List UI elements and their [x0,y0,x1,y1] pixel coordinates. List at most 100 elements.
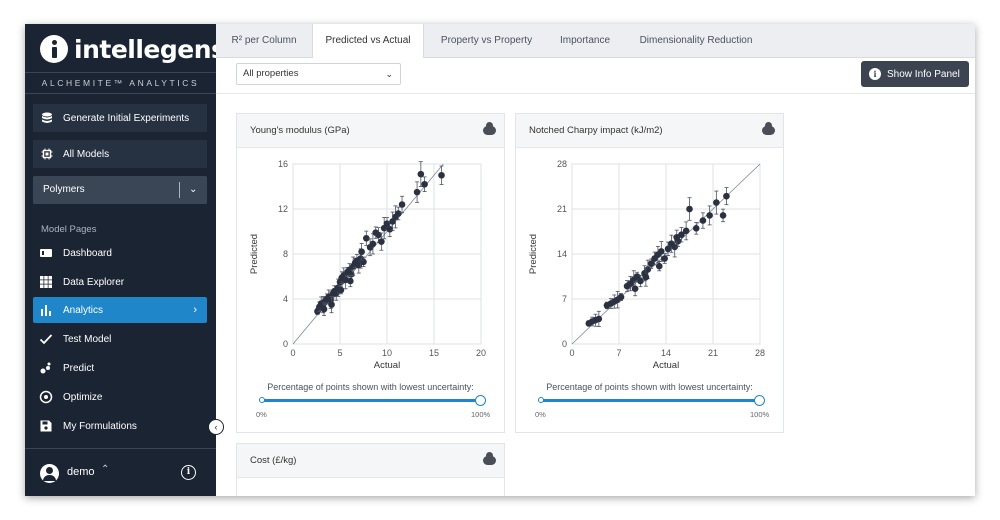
x-tick-label: 15 [429,348,439,358]
section-label-model-pages: Model Pages [41,224,97,235]
chevron-up-icon: ⌃ [101,464,110,475]
info-icon: i [869,68,881,80]
data-point [723,192,730,200]
check-icon [39,334,53,345]
y-tick-label: 28 [557,159,567,169]
slider-label: Percentage of points shown with lowest u… [267,382,474,392]
cloud-download-icon[interactable] [762,122,775,157]
user-menu[interactable]: demo ⌃ i [25,448,216,496]
x-tick-label: 21 [708,348,718,358]
show-info-panel-button[interactable]: i Show Info Panel [861,61,969,87]
y-tick-label: 21 [557,204,567,214]
uncertainty-slider-track[interactable] [541,399,760,402]
sidebar-item-predict[interactable]: Predict [33,355,207,381]
chip-icon [41,148,53,160]
data-point [699,217,707,224]
data-point [686,205,693,213]
x-axis-label: Actual [653,360,679,371]
all-models-label: All Models [63,148,110,160]
data-point [363,234,370,242]
sidebar-item-optimize[interactable]: Optimize [33,384,207,410]
data-point [664,245,672,253]
film-icon [40,249,52,257]
sidebar-item-data-explorer[interactable]: Data Explorer [33,269,207,295]
generate-initial-experiments-button[interactable]: Generate Initial Experiments [33,104,207,132]
x-tick-label: 20 [476,348,486,358]
y-axis-label: Predicted [528,234,539,274]
tab-r2-per-column[interactable]: R² per Column [216,24,312,58]
slider-max-label: 100% [471,410,491,419]
collapse-sidebar-button[interactable]: ‹ [208,419,224,435]
generate-initial-experiments-label: Generate Initial Experiments [63,112,190,124]
data-point [719,212,727,219]
data-point [633,273,641,280]
x-axis-label: Actual [374,360,400,371]
app-window: intellegens ALCHEMITE™ ANALYTICS Generat… [25,24,975,496]
x-tick-label: 14 [661,348,671,358]
card-header: Cost (£/kg) [237,444,504,487]
data-point [398,201,406,208]
data-point [658,248,665,255]
slider-max-label: 100% [750,410,770,419]
data-point [383,220,391,227]
dataset-select[interactable]: Polymers ⌄ [33,176,207,204]
data-point [369,240,377,248]
slider-max-handle[interactable] [754,395,765,406]
sidebar-item-analytics[interactable]: Analytics › [33,297,207,323]
tab-label: Property vs Property [440,35,533,46]
data-point [360,258,367,266]
card-title: Notched Charpy impact (kJ/m2) [529,125,663,136]
x-tick-label: 5 [337,348,342,358]
slider-max-handle[interactable] [475,395,486,406]
cloud-download-icon[interactable] [483,122,496,157]
data-point [320,305,328,313]
sidebar: intellegens ALCHEMITE™ ANALYTICS Generat… [25,24,226,496]
y-tick-label: 7 [562,294,567,304]
data-point [713,199,720,206]
data-point [413,188,421,196]
chart-card-notched-charpy: Notched Charpy impact (kJ/m2) 0 7 14 21 28 0 7… [515,113,784,433]
logo: intellegens [40,32,226,66]
tab-dimensionality-reduction[interactable]: Dimensionality Reduction [621,24,771,58]
user-avatar-icon [40,464,59,483]
show-info-panel-label: Show Info Panel [887,68,960,80]
chart-card-cost: Cost (£/kg) [236,443,505,496]
data-point [631,285,639,293]
tab-property-vs-property[interactable]: Property vs Property [424,24,549,58]
data-point [673,233,681,241]
data-point [378,238,385,245]
data-point [617,293,625,301]
sidebar-item-test-model[interactable]: Test Model [33,326,207,352]
sidebar-item-my-formulations[interactable]: My Formulations [33,413,207,439]
sidebar-item-label: Predict [63,362,95,374]
data-point [417,170,425,178]
x-tick-label: 10 [382,348,392,358]
sidebar-item-label: My Formulations [63,420,137,432]
dataset-select-value: Polymers [43,184,85,195]
y-axis-label: Predicted [249,234,260,274]
uncertainty-slider-track[interactable] [262,399,481,402]
tab-bar: R² per Column Predicted vs Actual Proper… [216,24,975,59]
data-point [661,255,668,262]
slider-min-handle[interactable] [259,397,265,403]
slider-min-label: 0% [256,410,267,419]
sidebar-item-label: Dashboard [63,247,112,259]
property-select-value: All properties [243,68,299,79]
slider-min-handle[interactable] [538,397,544,403]
tab-label: R² per Column [231,35,297,46]
bar-chart-icon [41,305,51,316]
tab-importance[interactable]: Importance [549,24,621,58]
data-point [706,212,713,219]
chevron-down-icon: ⌄ [385,69,393,79]
slider-label: Percentage of points shown with lowest u… [546,382,753,392]
scatter-chart-notched-charpy: 0 7 14 21 28 0 7 14 21 28 Actual Predicted [528,159,765,371]
tab-predicted-vs-actual[interactable]: Predicted vs Actual [312,24,424,59]
info-icon[interactable]: i [181,465,196,480]
save-icon [40,420,52,432]
logo-text: intellegens [74,34,226,64]
property-select[interactable]: All properties ⌄ [236,63,401,85]
toolbar: All properties ⌄ i Show Info Panel [216,58,975,94]
cloud-download-icon[interactable] [483,452,496,487]
sidebar-item-dashboard[interactable]: Dashboard [33,240,207,266]
all-models-button[interactable]: All Models [33,140,207,168]
